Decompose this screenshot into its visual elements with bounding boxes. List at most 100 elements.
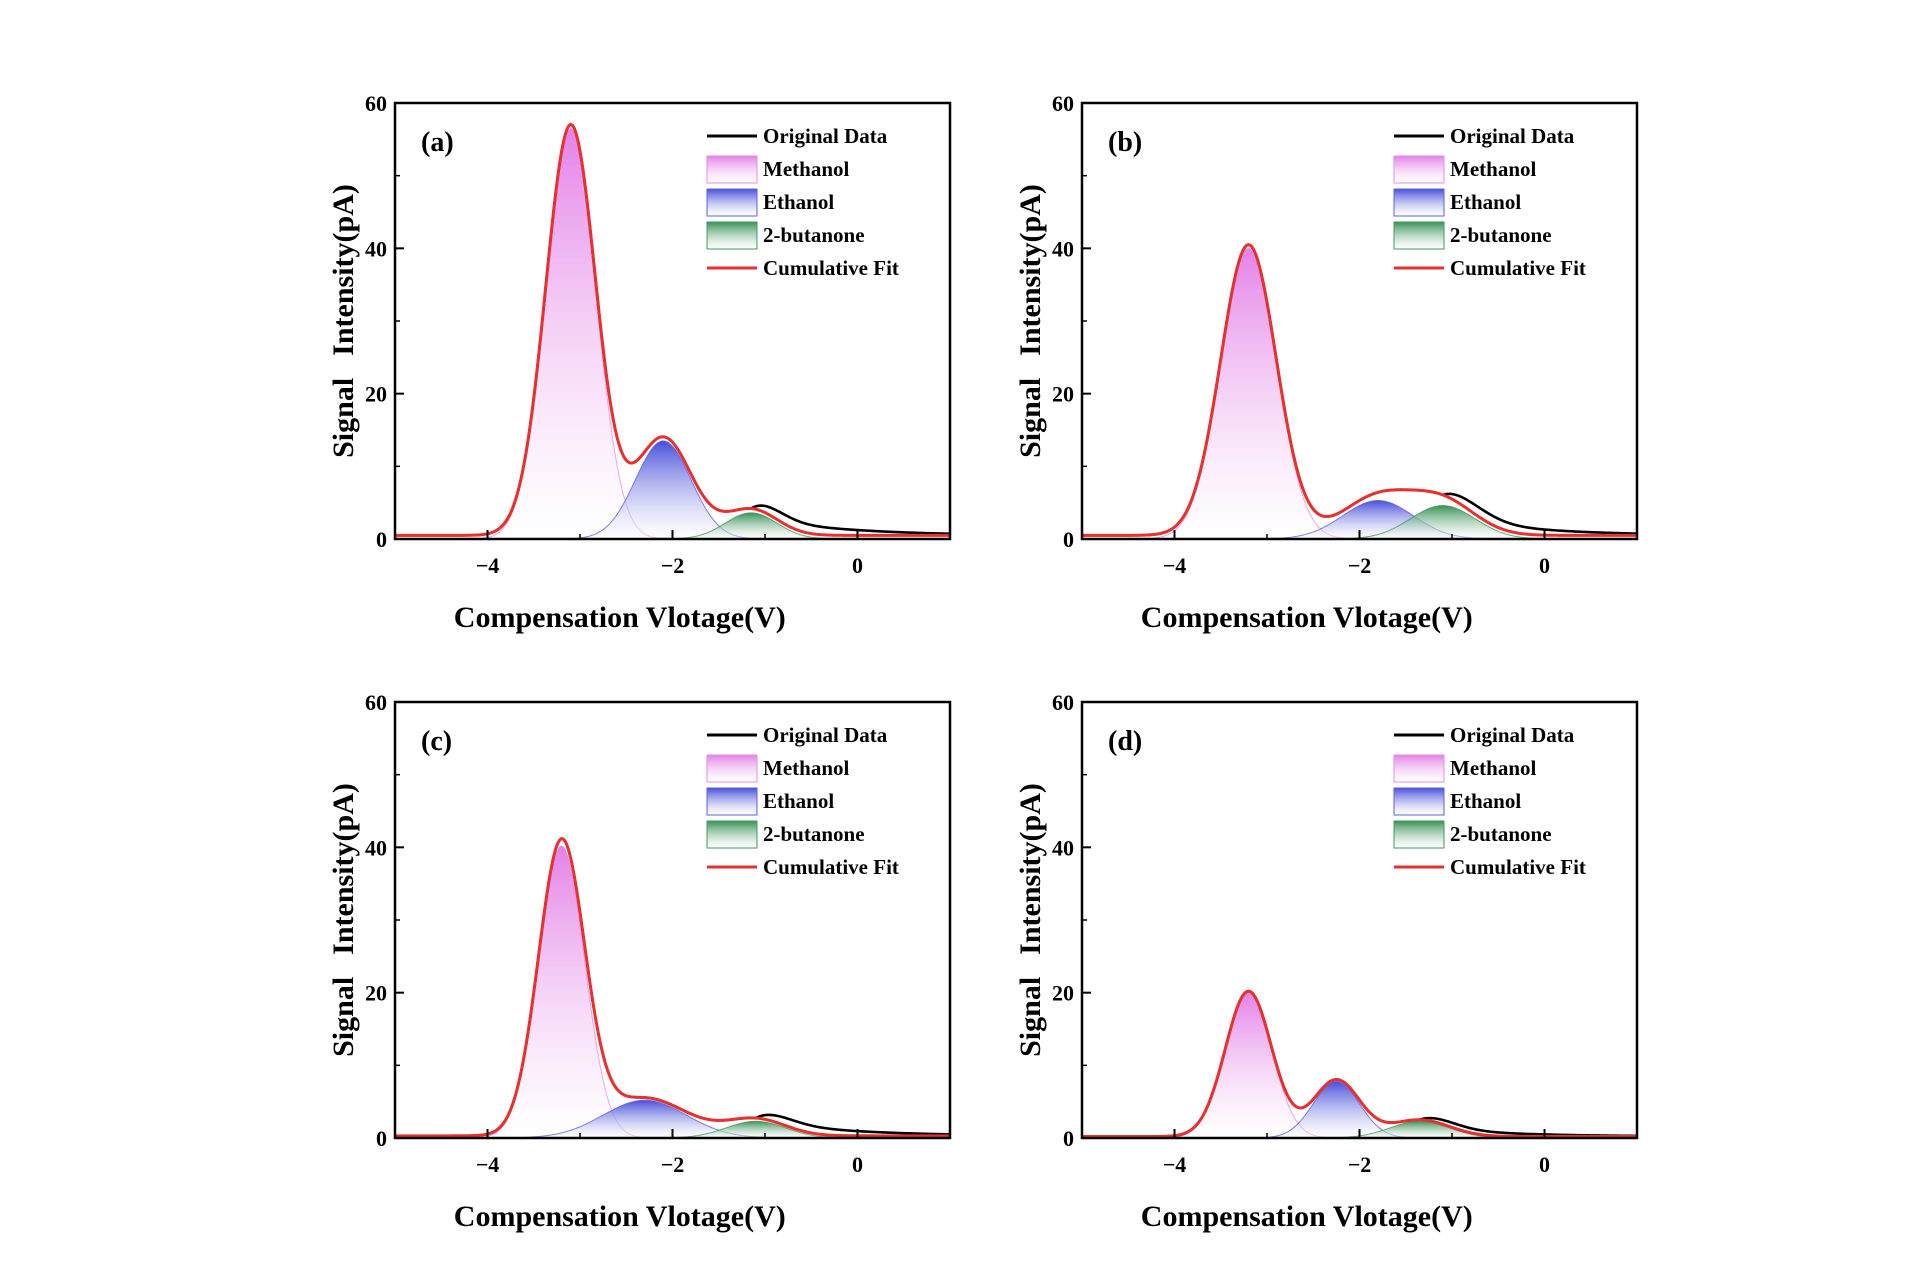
legend-swatch-ethanol	[1393, 787, 1445, 816]
legend: Original Data Methanol Ethanol 2-butanone Cu…	[706, 723, 899, 879]
original-data-line	[1082, 243, 1638, 537]
chart-panel-a: −4 −2 0 0 20 40 60 Compensation Vlotage(V) Signa…	[327, 91, 952, 634]
legend-label-ethanol: Ethanol	[763, 190, 834, 214]
methanol-peak-fill	[395, 128, 950, 539]
y-tick-label: 0	[376, 527, 387, 552]
y-tick-label: 20	[1052, 981, 1074, 1006]
legend-label-original: Original Data	[763, 124, 888, 148]
methanol-peak-line	[395, 845, 950, 1139]
y-axis-title: Signal Intensity(pA)	[1014, 184, 1047, 458]
x-tick-label: 0	[1539, 1152, 1550, 1177]
y-axis-title: Signal Intensity(pA)	[1014, 783, 1047, 1057]
y-tick-label: 20	[365, 981, 387, 1006]
legend: Original Data Methanol Ethanol 2-butanone Cu…	[1393, 723, 1586, 879]
y-axis-title: Signal Intensity(pA)	[327, 184, 360, 458]
panel-label: (a)	[421, 127, 454, 158]
chart-panel-c: −4 −2 0 0 20 40 60 Compensation Vlotage(V) Signa…	[327, 690, 952, 1233]
legend-label-butanone: 2-butanone	[763, 822, 865, 846]
legend-label-original: Original Data	[763, 723, 888, 747]
x-tick-label: −2	[661, 1152, 685, 1177]
y-axis-title-intensity: Intensity(pA)	[1014, 783, 1047, 955]
panel-label: (b)	[1108, 127, 1142, 158]
legend-label-ethanol: Ethanol	[1450, 789, 1521, 813]
y-tick-label: 40	[1052, 835, 1074, 860]
legend: Original Data Methanol Ethanol 2-butanone Cu…	[1393, 124, 1586, 280]
ethanol-peak-fill	[395, 440, 950, 539]
x-tick-label: −4	[1163, 553, 1187, 578]
legend-swatch-methanol	[1393, 754, 1445, 783]
y-axis-title-intensity: Intensity(pA)	[327, 783, 360, 955]
methanol-peak-fill	[395, 845, 950, 1138]
y-tick-label: 20	[1052, 382, 1074, 407]
legend-label-butanone: 2-butanone	[1450, 223, 1552, 247]
y-axis-title-signal: Signal	[1014, 977, 1047, 1057]
legend-swatch-methanol	[1393, 155, 1445, 184]
y-axis-title-intensity: Intensity(pA)	[327, 184, 360, 356]
y-tick-label: 40	[365, 236, 387, 261]
ethanol-peak-fill	[1082, 500, 1637, 539]
legend-label-butanone: 2-butanone	[1450, 822, 1552, 846]
plot-frame	[393, 700, 952, 1140]
y-axis-title-signal: Signal	[1014, 378, 1047, 458]
legend-label-ethanol: Ethanol	[1450, 190, 1521, 214]
y-axis-title: Signal Intensity(pA)	[327, 783, 360, 1057]
legend-label-methanol: Methanol	[1450, 756, 1536, 780]
ethanol-peak-fill	[395, 1100, 950, 1138]
y-tick-label: 40	[1052, 236, 1074, 261]
legend-label-fit: Cumulative Fit	[763, 256, 899, 280]
x-tick-label: 0	[1539, 553, 1550, 578]
legend-swatch-butanone	[706, 221, 758, 250]
plot-frame	[1080, 700, 1639, 1140]
x-tick-label: −2	[1348, 553, 1372, 578]
x-axis-title: Compensation Vlotage(V)	[454, 1200, 786, 1233]
y-tick-label: 0	[1063, 1126, 1074, 1151]
cumulative-fit-line	[1082, 243, 1637, 537]
legend-label-fit: Cumulative Fit	[1450, 855, 1586, 879]
legend-label-methanol: Methanol	[763, 157, 849, 181]
x-axis-title: Compensation Vlotage(V)	[1141, 601, 1473, 634]
x-tick-label: −4	[476, 553, 500, 578]
legend-label-ethanol: Ethanol	[763, 789, 834, 813]
x-tick-label: −4	[1163, 1152, 1187, 1177]
x-axis-title: Compensation Vlotage(V)	[1141, 1200, 1473, 1233]
y-tick-label: 60	[1052, 91, 1074, 116]
x-tick-label: 0	[852, 553, 863, 578]
legend-label-methanol: Methanol	[763, 756, 849, 780]
methanol-peak-fill	[1082, 248, 1637, 539]
methanol-peak-fill	[1082, 992, 1637, 1138]
x-tick-label: 0	[852, 1152, 863, 1177]
legend-swatch-butanone	[706, 820, 758, 849]
y-tick-label: 60	[365, 91, 387, 116]
y-axis-title-intensity: Intensity(pA)	[1014, 184, 1047, 356]
legend-label-fit: Cumulative Fit	[763, 855, 899, 879]
legend-label-methanol: Methanol	[1450, 157, 1536, 181]
legend-swatch-methanol	[706, 155, 758, 184]
y-tick-label: 60	[365, 690, 387, 715]
panel-label: (d)	[1108, 726, 1142, 757]
legend-swatch-methanol	[706, 754, 758, 783]
plot-frame	[1080, 101, 1639, 541]
methanol-peak-line	[1082, 247, 1637, 540]
legend-swatch-ethanol	[1393, 188, 1445, 217]
panel-label: (c)	[421, 726, 452, 757]
ethanol-peak-fill	[1082, 1081, 1637, 1138]
y-axis-title-signal: Signal	[327, 977, 360, 1057]
y-tick-label: 40	[365, 835, 387, 860]
legend-label-original: Original Data	[1450, 723, 1575, 747]
chart-panel-b: −4 −2 0 0 20 40 60 Compensation Vlotage(V) Signa…	[1014, 91, 1639, 634]
x-tick-label: −2	[1348, 1152, 1372, 1177]
legend-label-fit: Cumulative Fit	[1450, 256, 1586, 280]
x-tick-label: −4	[476, 1152, 500, 1177]
y-tick-label: 0	[1063, 527, 1074, 552]
legend-label-original: Original Data	[1450, 124, 1575, 148]
y-tick-label: 20	[365, 382, 387, 407]
legend-label-butanone: 2-butanone	[763, 223, 865, 247]
chart-panel-d: −4 −2 0 0 20 40 60 Compensation Vlotage(V) Signa…	[1014, 690, 1639, 1233]
x-tick-label: −2	[661, 553, 685, 578]
y-tick-label: 60	[1052, 690, 1074, 715]
cumulative-fit-line	[395, 836, 950, 1138]
legend-swatch-ethanol	[706, 787, 758, 816]
legend-swatch-butanone	[1393, 820, 1445, 849]
legend-swatch-butanone	[1393, 221, 1445, 250]
